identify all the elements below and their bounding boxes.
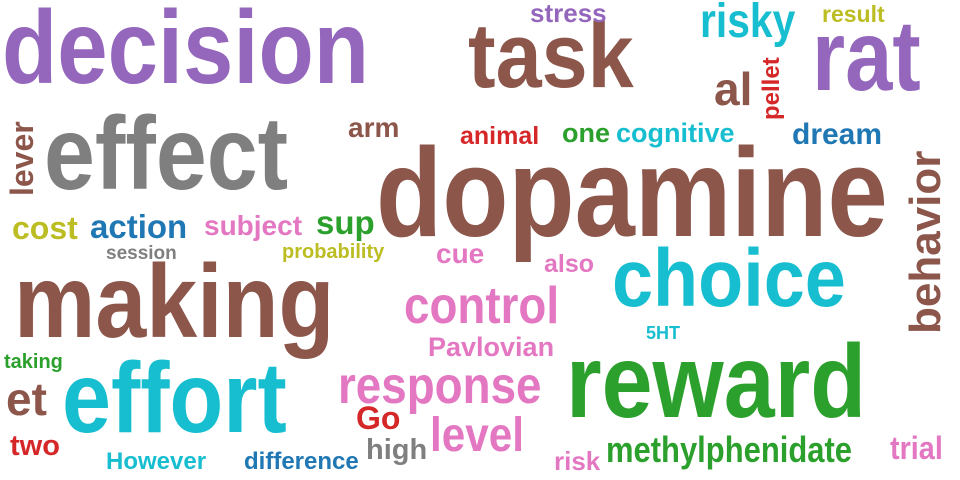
word-response: response	[338, 357, 542, 415]
word-taking: taking	[4, 351, 63, 373]
word-pellet: pellet	[758, 57, 785, 120]
word-behavior: behavior	[901, 150, 950, 334]
word-et: et	[6, 373, 47, 425]
word-dream: dream	[792, 118, 883, 151]
word-two: two	[10, 430, 60, 462]
word-effort: effort	[62, 342, 287, 454]
word-reward: reward	[566, 324, 867, 440]
word-making: making	[14, 244, 335, 360]
word-Pavlovian: Pavlovian	[428, 332, 555, 362]
word-one: one	[562, 118, 611, 148]
word-subject: subject	[204, 210, 303, 241]
word-choice: choice	[612, 233, 846, 324]
word-decision: decision	[2, 0, 370, 106]
word-al: al	[714, 63, 753, 115]
word-arm: arm	[348, 112, 400, 143]
word-cost: cost	[12, 210, 78, 246]
word-also: also	[544, 250, 595, 278]
word-level: level	[430, 409, 524, 462]
word-stress: stress	[530, 0, 607, 28]
word-difference: difference	[244, 448, 359, 475]
word-cue: cue	[436, 238, 485, 269]
word-However: However	[106, 448, 207, 475]
word-action: action	[90, 208, 188, 245]
word-sup: sup	[316, 204, 375, 241]
word-methylphenidate: methylphenidate	[606, 429, 853, 470]
word-Go: Go	[356, 400, 401, 436]
word-lever: lever	[4, 121, 40, 196]
word-rat: rat	[812, 0, 921, 112]
word-result: result	[822, 1, 885, 27]
word-probability: probability	[282, 241, 385, 263]
word-risk: risk	[554, 446, 601, 476]
word-cognitive: cognitive	[616, 118, 735, 148]
word-effect: effect	[44, 96, 289, 212]
word-trial: trial	[890, 430, 943, 466]
word-animal: animal	[460, 122, 540, 150]
word-risky: risky	[700, 0, 796, 48]
word-session: session	[106, 243, 177, 264]
word-high: high	[366, 434, 428, 466]
word-5HT: 5HT	[646, 323, 681, 343]
word-task: task	[468, 5, 634, 107]
word-control: control	[404, 277, 560, 335]
word-dopamine: dopamine	[376, 122, 888, 263]
